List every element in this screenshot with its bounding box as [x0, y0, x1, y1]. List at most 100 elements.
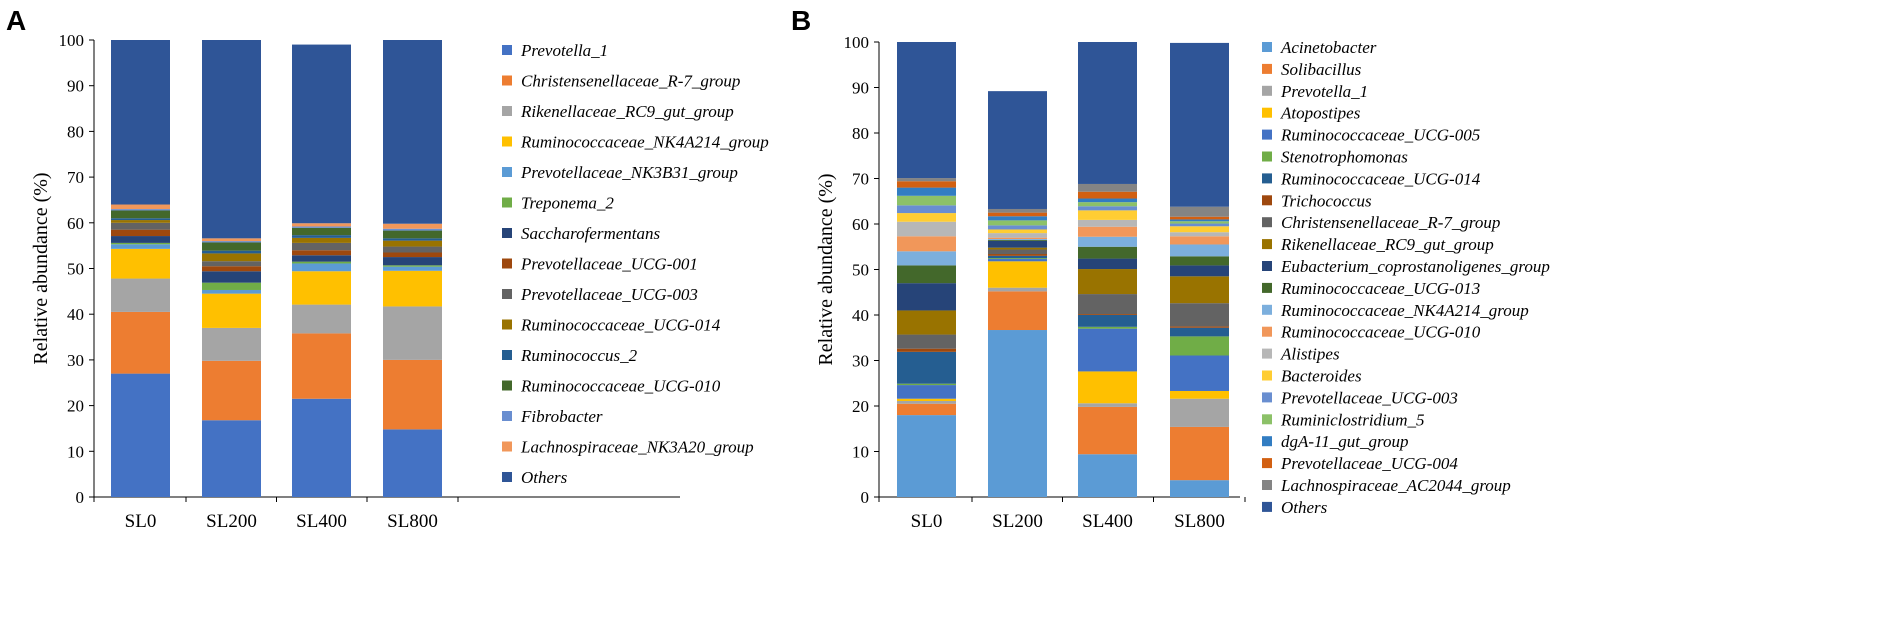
- bar-segment-sl400-rikenellaceae-rc9-gut-group: [1078, 269, 1137, 295]
- legend-label: Prevotellaceae_UCG-001: [520, 255, 698, 274]
- bar-segment-sl0-trichococcus: [897, 348, 956, 352]
- bar-segment-sl0-ruminococcaceae-ucg-014: [111, 220, 170, 223]
- legend-label: Prevotellaceae_NK3B31_group: [520, 163, 738, 182]
- x-tick-label: SL400: [296, 511, 347, 532]
- panel-label: B: [791, 5, 811, 36]
- bar-segment-sl0-fibrobacter: [111, 209, 170, 211]
- legend-swatch: [1262, 348, 1272, 359]
- bar-segment-sl0-prevotella-1: [897, 400, 956, 404]
- bar-segment-sl400-treponema-2: [292, 261, 351, 264]
- legend-swatch: [1262, 392, 1272, 403]
- bar-segment-sl0-ruminococcaceae-ucg-013: [897, 265, 956, 284]
- bar-segment-sl800-solibacillus: [1170, 426, 1229, 481]
- legend-label: Treponema_2: [521, 194, 614, 213]
- legend-swatch: [502, 228, 512, 238]
- bar-segment-sl0-prevotellaceae-ucg-004: [897, 181, 956, 188]
- bar-segment-sl0-acinetobacter: [897, 415, 956, 497]
- bar-segment-sl800-ruminiclostridium-5: [1170, 221, 1229, 224]
- y-tick-label: 40: [852, 306, 869, 325]
- legend-swatch: [502, 75, 512, 86]
- bar-segment-sl400-atopostipes: [1078, 371, 1137, 404]
- y-tick-label: 80: [852, 124, 869, 143]
- bar-segment-sl0-prevotellaceae-nk3b31-group: [111, 244, 170, 249]
- y-tick-label: 30: [852, 352, 869, 371]
- bar-segment-sl400-ruminococcaceae-ucg-010: [1078, 226, 1137, 237]
- bar-segment-sl200-fibrobacter: [202, 241, 261, 243]
- bar-segment-sl800-ruminococcaceae-ucg-013: [1170, 256, 1229, 266]
- legend-swatch: [502, 350, 512, 360]
- bar-segment-sl400-ruminococcaceae-nk4a214-group: [292, 271, 351, 305]
- bar-segment-sl0-ruminococcaceae-ucg-010: [897, 236, 956, 252]
- bar-segment-sl200-prevotellaceae-ucg-004: [988, 212, 1047, 217]
- bar-segment-sl0-ruminococcus-2: [111, 218, 170, 221]
- legend-label: Others: [1281, 498, 1328, 517]
- legend-label: Eubacterium_coprostanoligenes_group: [1280, 257, 1550, 276]
- bar-segment-sl0-others: [897, 42, 956, 179]
- legend-label: Ruminiclostridium_5: [1280, 410, 1425, 429]
- bar-segment-sl0-treponema-2: [111, 242, 170, 245]
- legend-label: Ruminococcaceae_UCG-013: [1280, 279, 1480, 298]
- bar-segment-sl200-lachnospiraceae-nk3a20-group: [202, 238, 261, 242]
- y-tick-label: 0: [76, 488, 85, 507]
- legend-label: Prevotellaceae_UCG-003: [520, 285, 698, 304]
- legend-swatch: [502, 167, 512, 177]
- legend-label: Acinetobacter: [1280, 38, 1377, 57]
- bar-segment-sl200-ruminococcaceae-ucg-010: [202, 242, 261, 251]
- bar-segment-sl0-stenotrophomonas: [897, 383, 956, 386]
- bar-segment-sl800-alistipes: [1170, 232, 1229, 237]
- bar-segment-sl800-christensenellaceae-r-7-group: [383, 359, 442, 430]
- bar-segment-sl0-ruminococcaceae-ucg-014: [897, 351, 956, 384]
- bar-segment-sl200-ruminococcaceae-ucg-005: [988, 259, 1047, 262]
- legend-swatch: [1262, 458, 1272, 469]
- bar-segment-sl800-prevotellaceae-ucg-004: [1170, 216, 1229, 220]
- bar-segment-sl200-alistipes: [988, 233, 1047, 238]
- bar-segment-sl400-acinetobacter: [1078, 454, 1137, 497]
- legend-swatch: [1262, 370, 1272, 381]
- bar-segment-sl400-saccharofermentans: [292, 255, 351, 262]
- x-tick-label: SL200: [206, 511, 257, 532]
- legend-label: Ruminococcaceae_NK4A214_group: [520, 133, 769, 152]
- bar-segment-sl800-trichococcus: [1170, 326, 1229, 328]
- y-tick-label: 10: [852, 443, 869, 462]
- bar-segment-sl400-lachnospiraceae-nk3a20-group: [292, 223, 351, 227]
- y-tick-label: 60: [852, 215, 869, 234]
- bar-segment-sl800-bacteroides: [1170, 226, 1229, 233]
- bar-segment-sl0-prevotellaceae-ucg-003: [111, 222, 170, 230]
- bar-segment-sl200-christensenellaceae-r-7-group: [202, 360, 261, 421]
- legend-swatch: [1262, 414, 1272, 425]
- panel-b: B Relative abundance (%) 0 10 20 30 40 50 60 70 80…: [791, 5, 1550, 532]
- bar-segment-sl0-others: [111, 40, 170, 205]
- bar-segment-sl0-alistipes: [897, 221, 956, 237]
- legend-swatch: [502, 411, 512, 421]
- bar-segment-sl800-rikenellaceae-rc9-gut-group: [383, 306, 442, 360]
- y-tick-label: 0: [861, 488, 870, 507]
- y-tick-label: 40: [67, 305, 84, 324]
- legend-label: Bacteroides: [1281, 367, 1362, 386]
- bar-segment-sl400-ruminococcaceae-ucg-010: [292, 227, 351, 236]
- y-tick-label: 80: [67, 122, 84, 141]
- bar-segment-sl400-ruminiclostridium-5: [1078, 202, 1137, 207]
- bar-segment-sl200-eubacterium-coprostanoligenes-group: [988, 240, 1047, 248]
- bar-segment-sl800-prevotellaceae-ucg-001: [383, 252, 442, 258]
- bar-segment-sl200-bacteroides: [988, 229, 1047, 234]
- bar-segment-sl800-ruminococcaceae-ucg-014: [1170, 327, 1229, 337]
- legend-swatch: [1262, 173, 1272, 184]
- bar-segment-sl0-ruminococcaceae-nk4a214-group: [897, 251, 956, 266]
- bar-segment-sl400-lachnospiraceae-ac2044-group: [1078, 183, 1137, 192]
- bar-segment-sl200-christensenellaceae-r-7-group: [988, 249, 1047, 255]
- legend-label: Fibrobacter: [520, 407, 603, 426]
- legend-swatch: [502, 289, 512, 299]
- bar-segment-sl200-prevotellaceae-ucg-003: [202, 261, 261, 267]
- bar-segment-sl0-lachnospiraceae-ac2044-group: [897, 178, 956, 182]
- bar-segment-sl200-ruminococcaceae-ucg-014: [988, 255, 1047, 259]
- bar-segment-sl0-prevotella-1: [111, 373, 170, 497]
- bar-segment-sl400-christensenellaceae-r-7-group: [292, 333, 351, 399]
- y-tick-label: 20: [67, 397, 84, 416]
- bar-segment-sl400-bacteroides: [1078, 210, 1137, 220]
- bar-segment-sl0-rikenellaceae-rc9-gut-group: [111, 278, 170, 312]
- bar-segment-sl800-ruminococcaceae-nk4a214-group: [1170, 244, 1229, 257]
- bar-segment-sl800-stenotrophomonas: [1170, 336, 1229, 356]
- legend-swatch: [1262, 304, 1272, 315]
- bar-segment-sl400-prevotellaceae-ucg-001: [292, 250, 351, 256]
- legend-label: Alistipes: [1280, 345, 1340, 364]
